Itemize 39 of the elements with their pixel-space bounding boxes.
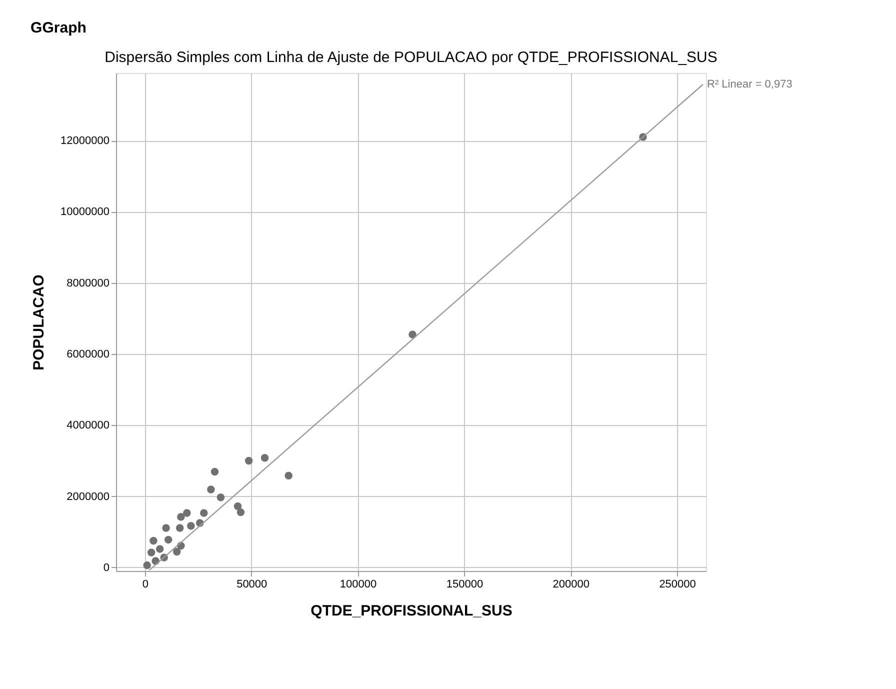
point bbox=[147, 548, 156, 556]
point bbox=[260, 454, 269, 462]
y-tick-label: 12000000 bbox=[60, 135, 110, 148]
y-tick-label: 4000000 bbox=[66, 420, 110, 432]
point bbox=[156, 545, 164, 553]
y-tick-label: 6000000 bbox=[66, 348, 110, 361]
x-tick-label: 250000 bbox=[659, 578, 696, 590]
x-tick-label: 150000 bbox=[446, 578, 484, 590]
x-tick-label: 200000 bbox=[552, 578, 590, 590]
point bbox=[408, 330, 416, 338]
point bbox=[244, 456, 253, 465]
point bbox=[234, 502, 242, 510]
point bbox=[236, 508, 245, 516]
point bbox=[210, 468, 219, 476]
chart-subtitle: Dispersão Simples com Linha de Ajuste de POPULACAO por QTDE_PROFISSIONAL_SUS bbox=[104, 49, 718, 66]
x-tick-label: 100000 bbox=[340, 578, 377, 590]
point bbox=[216, 494, 225, 502]
annotation: R² Linear = 0,973 bbox=[707, 78, 792, 90]
point bbox=[150, 536, 158, 545]
point bbox=[177, 513, 185, 521]
point bbox=[183, 509, 191, 517]
y-tick-label: 2000000 bbox=[66, 490, 110, 503]
chart-title: GGraph bbox=[30, 20, 86, 36]
x-tick-label: 0 bbox=[142, 578, 149, 590]
point bbox=[176, 524, 184, 532]
point bbox=[164, 536, 172, 544]
y-tick-label: 0 bbox=[103, 562, 110, 574]
y-tick-label: 8000000 bbox=[66, 277, 110, 290]
point bbox=[162, 524, 170, 532]
point bbox=[207, 486, 215, 494]
y-tick-label: 10000000 bbox=[60, 206, 110, 218]
point bbox=[143, 561, 151, 570]
point bbox=[284, 472, 292, 480]
x-tick-label: 50000 bbox=[236, 578, 268, 590]
point bbox=[200, 509, 208, 517]
point bbox=[187, 522, 195, 530]
y-axis-title: POPULACAO bbox=[30, 274, 48, 370]
point bbox=[173, 548, 181, 556]
x-axis-title: QTDE_PROFISSIONAL_SUS bbox=[310, 602, 512, 620]
